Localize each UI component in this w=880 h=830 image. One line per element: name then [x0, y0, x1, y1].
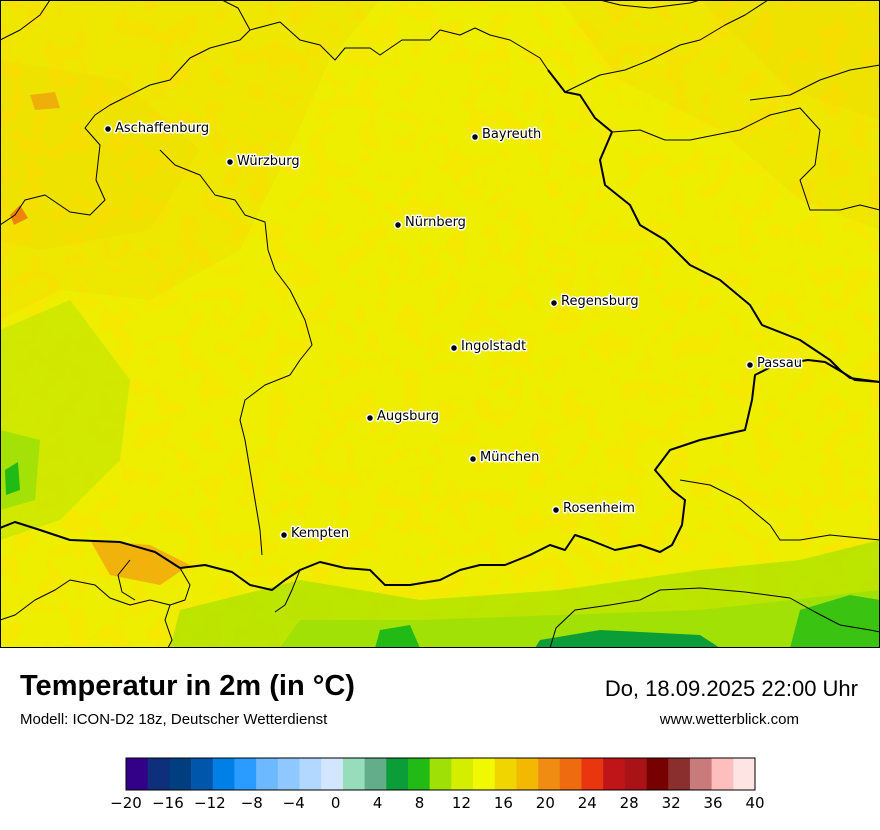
- city-passau[interactable]: Passau: [745, 355, 803, 373]
- temperature-field: [0, 0, 880, 648]
- legend-swatch: [321, 758, 344, 790]
- legend-swatch: [386, 758, 409, 790]
- city-ingolstadt[interactable]: Ingolstadt: [449, 338, 528, 356]
- legend-swatch: [689, 758, 712, 790]
- legend-swatch: [147, 758, 170, 790]
- legend-swatch: [646, 758, 669, 790]
- footer-panel: Temperatur in 2m (in °C) Modell: ICON-D2…: [0, 648, 880, 830]
- legend-tick-label: 28: [620, 794, 639, 812]
- city-label: Ingolstadt: [461, 339, 526, 354]
- city-augsburg[interactable]: Augsburg: [365, 408, 441, 426]
- legend-swatch: [538, 758, 561, 790]
- legend-tick-label: 4: [373, 794, 383, 812]
- legend-swatch: [603, 758, 626, 790]
- legend-tick-label: −16: [152, 794, 184, 812]
- website-link[interactable]: www.wetterblick.com: [659, 711, 799, 728]
- legend-frame: [125, 757, 756, 791]
- legend-tick-label: 24: [578, 794, 597, 812]
- legend-tick-label: 40: [745, 794, 764, 812]
- city-rosenheim[interactable]: Rosenheim: [551, 500, 636, 518]
- legend-tick-label: 32: [662, 794, 681, 812]
- city-bayreuth[interactable]: Bayreuth: [470, 126, 543, 144]
- legend-tick-label: −12: [194, 794, 226, 812]
- city-nuernberg[interactable]: Nürnberg: [393, 214, 467, 232]
- bavaria-border: [547, 69, 880, 383]
- legend-swatch: [169, 758, 192, 790]
- legend-swatch: [429, 758, 452, 790]
- legend-tick-label: 12: [452, 794, 471, 812]
- legend-tick-label: 16: [494, 794, 513, 812]
- city-label: Regensburg: [561, 294, 639, 309]
- city-label: Kempten: [291, 526, 349, 541]
- city-regensburg[interactable]: Regensburg: [549, 293, 640, 311]
- city-label: Aschaffenburg: [115, 121, 209, 136]
- temperature-map: Aschaffenburg Würzburg Bayreuth Nürnberg…: [0, 0, 880, 648]
- legend-swatch: [212, 758, 235, 790]
- model-info: Modell: ICON-D2 18z, Deutscher Wetterdie…: [20, 711, 328, 728]
- legend-swatch: [473, 758, 496, 790]
- legend-tick-label: 0: [331, 794, 341, 812]
- legend-swatch: [559, 758, 582, 790]
- city-label: Rosenheim: [563, 501, 635, 516]
- legend-swatch: [342, 758, 365, 790]
- city-markers: Aschaffenburg Würzburg Bayreuth Nürnberg…: [103, 120, 803, 543]
- legend-tick-label: −20: [110, 794, 142, 812]
- city-label: Würzburg: [237, 154, 300, 169]
- color-legend: −20 −16 −12 −8 −4 0 4 8 12 16 20 24 28 32 36 40: [110, 757, 765, 812]
- legend-swatch: [668, 758, 691, 790]
- city-label: Augsburg: [377, 409, 439, 424]
- map-title: Temperatur in 2m (in °C): [20, 670, 355, 702]
- legend-swatch: [624, 758, 647, 790]
- legend-swatch: [516, 758, 539, 790]
- legend-swatch: [299, 758, 322, 790]
- city-label: Passau: [757, 356, 802, 371]
- legend-tick-label: 36: [704, 794, 723, 812]
- legend-swatch: [277, 758, 300, 790]
- city-kempten[interactable]: Kempten: [279, 525, 351, 543]
- legend-swatch: [191, 758, 214, 790]
- legend-swatches: [125, 757, 756, 791]
- city-muenchen[interactable]: München: [468, 449, 541, 467]
- city-wuerzburg[interactable]: Würzburg: [225, 153, 301, 171]
- borders: [0, 0, 880, 648]
- forecast-datetime: Do, 18.09.2025 22:00 Uhr: [604, 676, 858, 701]
- city-label: Nürnberg: [405, 215, 466, 230]
- legend-swatch: [364, 758, 387, 790]
- city-label: München: [480, 450, 539, 465]
- legend-tick-label: −8: [241, 794, 263, 812]
- legend-swatch: [581, 758, 604, 790]
- city-aschaffenburg[interactable]: Aschaffenburg: [103, 120, 211, 138]
- legend-swatch: [234, 758, 257, 790]
- legend-swatch: [733, 758, 756, 790]
- legend-swatch: [494, 758, 517, 790]
- city-label: Bayreuth: [482, 127, 541, 142]
- legend-ticks: −20 −16 −12 −8 −4 0 4 8 12 16 20 24 28 32 36 40: [110, 794, 764, 812]
- legend-swatch: [126, 758, 148, 790]
- legend-swatch: [256, 758, 279, 790]
- legend-swatch: [407, 758, 430, 790]
- legend-tick-label: 20: [536, 794, 555, 812]
- legend-tick-label: 8: [415, 794, 425, 812]
- legend-swatch: [451, 758, 474, 790]
- legend-swatch: [711, 758, 734, 790]
- legend-tick-label: −4: [283, 794, 305, 812]
